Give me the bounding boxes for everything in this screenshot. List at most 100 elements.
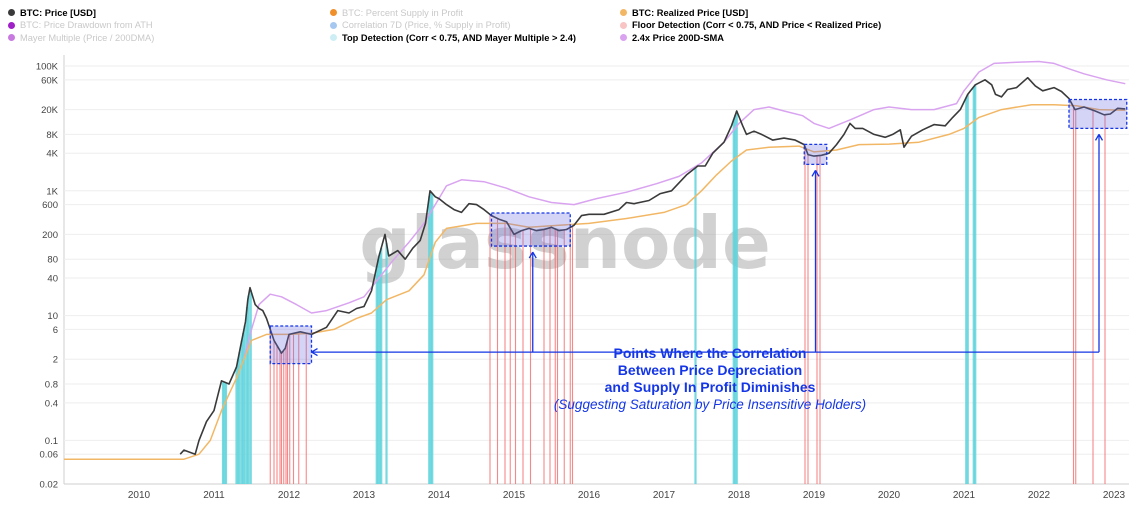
legend-item-mayer[interactable]: Mayer Multiple (Price / 200DMA) (8, 32, 154, 43)
top-detection-bar (240, 340, 243, 484)
y-tick-label: 100K (36, 61, 59, 72)
y-tick-label: 600 (42, 200, 58, 211)
top-detection-bar (965, 97, 968, 484)
legend-column-1: BTC: Price [USD] BTC: Price Drawdown fro… (8, 7, 154, 45)
annotation-line-4: (Suggesting Saturation by Price Insensit… (553, 397, 867, 412)
top-detection-bar (243, 325, 246, 484)
top-detection-bar (734, 115, 737, 484)
correlation-dot-icon (330, 21, 337, 29)
top-detection-bar (375, 266, 378, 484)
legend-item-floor-detection[interactable]: Floor Detection (Corr < 0.75, AND Price … (620, 20, 881, 31)
x-tick-label: 2010 (128, 490, 151, 501)
legend-column-2: BTC: Percent Supply in Profit Correlatio… (330, 7, 576, 45)
top-detection-bar (245, 306, 249, 484)
x-tick-label: 2011 (203, 490, 225, 501)
top-detection-bar (249, 290, 252, 484)
top-detection-bar (385, 243, 388, 484)
y-tick-label: 0.06 (40, 450, 59, 461)
pointer-arrow-head (811, 170, 820, 177)
legend-label: BTC: Price Drawdown from ATH (20, 20, 153, 31)
y-tick-label: 20K (41, 105, 59, 116)
price-dot-icon (8, 9, 15, 16)
sma-dot-icon (620, 34, 627, 42)
y-tick-label: 40 (47, 274, 58, 285)
floor-detection-bars (269, 106, 1106, 484)
top-detection-bar (732, 119, 735, 484)
top-detection-bar (238, 351, 241, 484)
legend-label: 2.4x Price 200D-SMA (632, 32, 724, 43)
x-tick-label: 2021 (953, 490, 976, 501)
y-tick-label: 0.4 (45, 398, 58, 409)
highlight-box (803, 143, 828, 166)
x-tick-label: 2016 (578, 490, 601, 501)
top-detection-bar (247, 295, 250, 484)
top-detection-bar (431, 193, 434, 484)
y-tick-label: 200 (42, 230, 58, 241)
legend-item-price[interactable]: BTC: Price [USD] (8, 7, 154, 18)
top-detection-bar (735, 110, 738, 484)
x-tick-label: 2022 (1028, 490, 1051, 501)
x-axis: 2010 2011 2012 2013 2014 2015 2016 2017 2018 2019… (64, 483, 1129, 501)
price-line (179, 76, 1126, 455)
top-detection-bar (694, 167, 697, 484)
y-tick-label: 2 (53, 355, 58, 366)
x-tick-label: 2017 (653, 490, 676, 501)
series-lines (64, 60, 1126, 460)
y-tick-label: 0.1 (45, 436, 58, 447)
top-detection-bar (223, 382, 226, 484)
legend-label: Correlation 7D (Price, % Supply in Profi… (342, 20, 511, 31)
x-tick-label: 2023 (1103, 490, 1126, 501)
y-tick-label: 0.02 (40, 480, 59, 491)
legend-label: BTC: Realized Price [USD] (632, 7, 749, 18)
x-tick-label: 2014 (428, 490, 451, 501)
highlight-box (490, 212, 571, 247)
mayer-dot-icon (8, 34, 15, 42)
x-tick-label: 2018 (728, 490, 751, 501)
y-tick-label: 80 (47, 255, 58, 266)
pointer-arrow-head (1094, 134, 1104, 141)
x-tick-label: 2013 (353, 490, 376, 501)
legend-item-realized-price[interactable]: BTC: Realized Price [USD] (620, 7, 881, 18)
top-detection-bar (224, 382, 228, 484)
sma-2-4x-line (243, 60, 1126, 360)
y-tick-label: 60K (41, 75, 59, 86)
pointer-arrow-head (311, 348, 318, 357)
legend-item-drawdown[interactable]: BTC: Price Drawdown from ATH (8, 20, 154, 31)
top-detection-bar (429, 191, 432, 484)
y-tick-label: 6 (53, 325, 58, 336)
legend-column-3: BTC: Realized Price [USD] Floor Detectio… (620, 7, 881, 45)
watermark-text: glassnode (359, 201, 771, 285)
annotation-arrows (311, 134, 1104, 357)
pointer-arrow-head (528, 251, 537, 259)
legend-item-supply-profit[interactable]: BTC: Percent Supply in Profit (330, 7, 576, 18)
realized-dot-icon (620, 9, 627, 16)
top-detection-bar (966, 94, 969, 484)
top-detection-bar (236, 359, 240, 484)
annotation-text: Points Where the Correlation Between Pri… (490, 345, 930, 414)
annotation-line-3: and Supply In Profit Diminishes (604, 379, 816, 395)
highlight-box (269, 325, 313, 365)
top-detection-dot-icon (330, 34, 337, 42)
x-tick-label: 2020 (878, 490, 901, 501)
floor-detection-dot-icon (620, 21, 627, 29)
top-detection-bars (221, 84, 977, 484)
legend-item-correlation[interactable]: Correlation 7D (Price, % Supply in Profi… (330, 20, 576, 31)
top-detection-bar (380, 247, 383, 484)
legend-label: Mayer Multiple (Price / 200DMA) (20, 32, 155, 43)
legend-item-sma[interactable]: 2.4x Price 200D-SMA (620, 32, 881, 43)
top-detection-bar (242, 333, 245, 484)
annotation-line-2: Between Price Depreciation (617, 362, 803, 378)
y-tick-label: 8K (46, 130, 58, 141)
drawdown-dot-icon (8, 21, 15, 29)
top-detection-bar (378, 253, 381, 484)
realized-price-line (64, 103, 1126, 460)
legend-item-top-detection[interactable]: Top Detection (Corr < 0.75, AND Mayer Mu… (330, 32, 576, 43)
legend-label: BTC: Percent Supply in Profit (342, 7, 463, 18)
y-tick-label: 10 (47, 311, 58, 322)
legend-label: Floor Detection (Corr < 0.75, AND Price … (632, 20, 882, 31)
x-tick-label: 2019 (803, 490, 826, 501)
top-detection-bar (377, 259, 380, 484)
legend: BTC: Price [USD] BTC: Price Drawdown fro… (8, 7, 1128, 47)
highlight-boxes (269, 98, 1128, 365)
x-tick-label: 2015 (503, 490, 526, 501)
